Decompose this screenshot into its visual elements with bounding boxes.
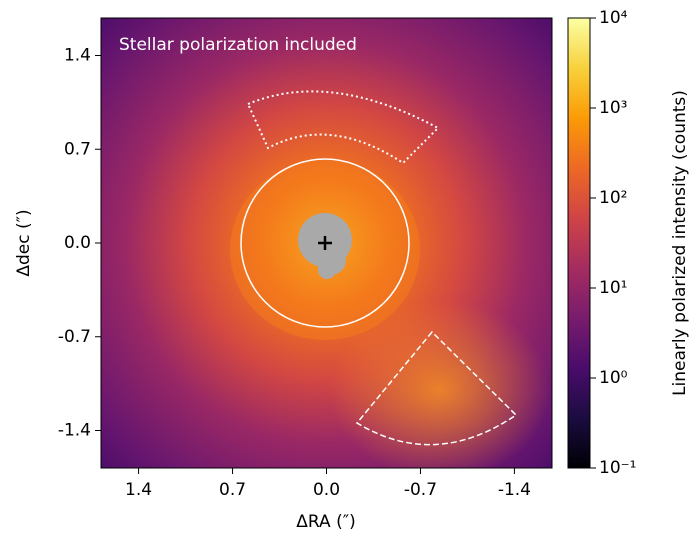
colorbar-tick-label: 10⁰ <box>599 368 628 388</box>
aperture-circle <box>240 158 410 328</box>
x-axis-label: ΔRA (″) <box>296 512 355 532</box>
image <box>101 18 552 468</box>
y-tick-label: -0.7 <box>58 327 91 347</box>
colorbar-tick-label: 10³ <box>599 98 627 118</box>
colorbar <box>568 18 590 468</box>
x-tick-label: 0.7 <box>219 480 246 500</box>
x-tick-label: 0.0 <box>313 480 340 500</box>
y-tick-label: 0.0 <box>64 233 91 253</box>
colorbar-tick-label: 10⁴ <box>599 8 628 28</box>
sector-region <box>246 90 440 165</box>
annotation: Stellar polarization included <box>119 35 357 55</box>
colorbar-tick-label: 10⁻¹ <box>599 458 636 478</box>
star-marker <box>318 236 332 250</box>
colorbar-label: Linearly polarized intensity (counts) <box>670 90 690 396</box>
wedge-region <box>355 330 518 446</box>
colorbar-frame <box>567 17 591 469</box>
y-axis-label: Δdec (″) <box>14 209 34 276</box>
y-tick-label: 0.7 <box>64 139 91 159</box>
y-tick-label: -1.4 <box>58 421 91 441</box>
colorbar-tick-label: 10² <box>599 188 627 208</box>
x-tick-label: 1.4 <box>125 480 152 500</box>
x-tick-label: -1.4 <box>498 480 531 500</box>
colorbar-tick-label: 10¹ <box>599 278 627 298</box>
y-tick-label: 1.4 <box>64 46 91 66</box>
x-tick-label: -0.7 <box>404 480 437 500</box>
